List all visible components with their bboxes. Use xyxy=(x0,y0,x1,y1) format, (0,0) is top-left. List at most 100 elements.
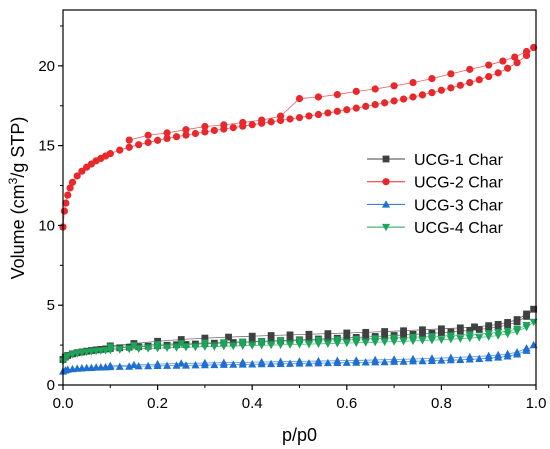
series-3-desorption-point xyxy=(371,355,380,364)
series-4-desorption-point xyxy=(427,333,436,341)
series-2-adsorption-point xyxy=(60,207,69,215)
series-3-desorption-point xyxy=(494,350,503,359)
series-4-adsorption-point xyxy=(475,334,484,342)
series-4-adsorption-point xyxy=(437,336,446,344)
series-4-adsorption-point xyxy=(295,341,304,349)
series-1-adsorption-point xyxy=(229,339,237,346)
series-2-adsorption-point xyxy=(73,172,81,180)
series-3-desorption-point xyxy=(522,344,531,352)
series-2-adsorption-point xyxy=(248,121,256,129)
series-4-adsorption-point xyxy=(257,342,266,350)
series-2-adsorption-point xyxy=(447,84,455,92)
series-2-adsorption-point xyxy=(428,89,436,97)
series-2-adsorption-point xyxy=(466,79,474,87)
series-2-desorption-point xyxy=(258,116,266,124)
series-2-desorption-point xyxy=(352,87,360,95)
series-4-adsorption-point xyxy=(323,340,332,348)
series-4-adsorption-point xyxy=(380,338,389,347)
series-2-desorption-point xyxy=(144,131,152,139)
series-3-adsorption-point xyxy=(342,358,351,366)
series-3-desorption-point xyxy=(177,359,186,367)
series-4-desorption-point xyxy=(465,331,474,339)
series-1-desorption-point xyxy=(471,323,478,331)
series-4-desorption-point xyxy=(371,335,380,343)
series-3-desorption-point xyxy=(333,356,342,364)
series-3-desorption-point xyxy=(276,357,285,365)
series-2-desorption-point xyxy=(220,121,228,129)
series-2-adsorption-point xyxy=(78,167,86,175)
legend-item: UCG-2 Char xyxy=(367,175,504,192)
series-1-desorption-point xyxy=(400,327,407,335)
series-4-adsorption-point xyxy=(248,342,257,350)
series-4-adsorption-point xyxy=(219,343,228,351)
series-2-desorption-line xyxy=(129,51,527,141)
series-2-adsorption-point xyxy=(191,129,200,138)
series-4-desorption-point xyxy=(446,332,455,340)
series-2-adsorption-point xyxy=(390,97,398,105)
series-2-adsorption-point xyxy=(437,86,445,94)
series-1-desorption-point xyxy=(381,328,389,335)
series-4-desorption-point xyxy=(333,336,342,344)
series-3-desorption-point xyxy=(219,358,228,366)
series-4-adsorption-point xyxy=(191,343,200,352)
series-1-desorption-point xyxy=(513,316,521,323)
x-tick-label: 0.0 xyxy=(53,395,74,412)
series-3-desorption-point xyxy=(427,354,436,362)
series-4-desorption-point xyxy=(409,333,418,342)
legend-marker xyxy=(382,200,390,208)
series-4-desorption-point xyxy=(200,339,209,348)
legend: UCG-1 Char UCG-2 Char UCG-3 Char UCG-4 Char xyxy=(367,152,504,237)
series-2-adsorption-point xyxy=(399,95,408,103)
series-2-desorption-point xyxy=(447,70,455,78)
series-2-adsorption-point xyxy=(172,133,181,141)
series-2-adsorption-point xyxy=(163,134,171,143)
series-4-adsorption-point xyxy=(63,352,72,361)
series-1-desorption-point xyxy=(177,336,185,343)
series-3-desorption-point xyxy=(484,351,493,359)
series-2-adsorption-point xyxy=(62,199,70,207)
series-1-desorption-point xyxy=(362,328,370,336)
series-2-adsorption-point xyxy=(229,124,237,132)
series-2-adsorption-point xyxy=(295,113,304,122)
series-3-desorption-point xyxy=(200,358,209,367)
series-3-desorption-point xyxy=(513,348,522,356)
series-2-desorption-point xyxy=(390,82,398,90)
series-2-desorption-point xyxy=(201,122,209,131)
series-2-desorption-point xyxy=(499,57,507,65)
series-3-desorption-point xyxy=(314,356,323,365)
series-3-desorption-point xyxy=(503,349,512,358)
y-tick-label: 0 xyxy=(47,377,55,394)
y-axis-title-end: /g STP) xyxy=(8,117,28,178)
series-2-adsorption-point xyxy=(106,150,114,158)
series-4-desorption-point xyxy=(177,340,186,348)
series-2-adsorption-point xyxy=(314,110,323,119)
series-3-desorption-point xyxy=(409,354,418,363)
series-3-adsorption-point xyxy=(304,359,313,367)
series-4-desorption-point xyxy=(484,330,493,338)
series-4-adsorption-point xyxy=(276,341,285,349)
series-2-desorption-point xyxy=(428,75,436,83)
series-4-adsorption-point xyxy=(352,339,361,348)
y-axis-title-superscript: 3 xyxy=(6,177,20,184)
series-4-adsorption-point xyxy=(153,344,162,353)
series-4-adsorption-point xyxy=(418,337,427,345)
series-1-desorption-point xyxy=(456,324,464,332)
series-4-adsorption-point xyxy=(456,335,465,343)
series-2-adsorption-point xyxy=(371,101,379,109)
series-2-desorption-point xyxy=(276,112,285,120)
series-2-desorption-point xyxy=(522,47,531,56)
series-4-adsorption-point xyxy=(115,346,124,354)
series-4-desorption-point xyxy=(295,337,304,345)
y-axis-title-main: Volume (cm xyxy=(8,184,28,279)
legend-label: UCG-2 Char xyxy=(414,175,504,192)
x-axis-title: p/p0 xyxy=(282,425,317,445)
series-2-adsorption-point xyxy=(324,109,332,117)
legend-item: UCG-3 Char xyxy=(367,197,504,214)
series-1-desorption-point xyxy=(305,330,313,338)
series-2-desorption-point xyxy=(409,79,417,87)
series-2-adsorption-point xyxy=(513,59,521,67)
series-1-adsorption-point xyxy=(210,339,218,347)
series-2-adsorption-point xyxy=(409,93,417,101)
series-4-adsorption-point xyxy=(181,343,190,352)
